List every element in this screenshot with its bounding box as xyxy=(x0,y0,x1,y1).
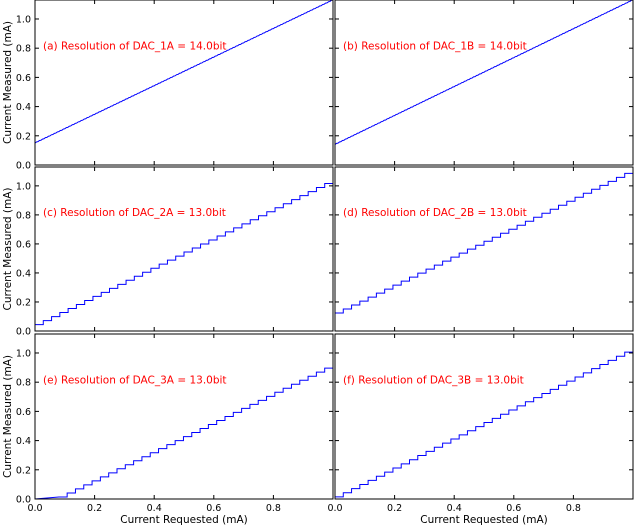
series-line xyxy=(335,172,633,314)
x-tick-label: 0.2 xyxy=(87,503,102,514)
series-line xyxy=(334,0,634,145)
y-tick-label: 0.0 xyxy=(16,327,31,338)
x-axis-label: Current Requested (mA) xyxy=(120,514,248,526)
x-tick-label: 0.4 xyxy=(147,503,162,514)
panel-c: 0.0 0.2 0.4 0.6 0.8 1.0 (c) Resolution of DAC_… xyxy=(2,166,334,338)
axes-frame xyxy=(334,166,634,332)
axes-frame xyxy=(334,0,634,166)
y-tick-label: 1.0 xyxy=(16,348,31,359)
x-axis-label: Current Requested (mA) xyxy=(420,514,548,526)
axes-frame xyxy=(34,0,334,166)
panel-d: (d) Resolution of DAC_2B = 13.0bit xyxy=(334,166,634,332)
series-line xyxy=(34,367,333,500)
axes-frame xyxy=(34,333,334,500)
panel-annotation: (d) Resolution of DAC_2B = 13.0bit xyxy=(343,207,527,219)
y-tick-label: 0.0 xyxy=(16,495,31,506)
panel-annotation: (b) Resolution of DAC_1B = 14.0bit xyxy=(343,41,527,53)
y-tick-label: 1.0 xyxy=(16,14,31,25)
series-line xyxy=(35,183,333,326)
x-tick-label: 0.0 xyxy=(27,503,42,514)
y-axis-label: Current Measured (mA) xyxy=(2,187,14,310)
y-tick-label: 0.6 xyxy=(16,407,31,418)
x-tick-label: 0.6 xyxy=(206,503,221,514)
x-tick-label: 0.8 xyxy=(266,503,281,514)
x-tick-label: 0.6 xyxy=(506,503,521,514)
panel-e: 0.0 0.2 0.4 0.6 0.8 1.0 0.0 0.2 0.4 0.6 0.8 (e) Res… xyxy=(2,333,334,526)
y-tick-label: 0.4 xyxy=(16,436,31,447)
x-tick-label: 0.4 xyxy=(447,503,462,514)
y-axis-label: Current Measured (mA) xyxy=(2,355,14,478)
y-tick-label: 0.8 xyxy=(16,210,31,221)
y-tick-label: 0.8 xyxy=(16,44,31,55)
y-tick-label: 0.4 xyxy=(16,268,31,279)
x-tick-label: 0.0 xyxy=(327,503,342,514)
x-tick-label: 0.2 xyxy=(387,503,402,514)
y-axis-label: Current Measured (mA) xyxy=(2,21,14,144)
panel-annotation: (a) Resolution of DAC_1A = 14.0bit xyxy=(43,41,227,53)
series-line xyxy=(34,0,334,144)
y-tick-label: 0.8 xyxy=(16,378,31,389)
axes-frame xyxy=(34,166,334,332)
y-tick-label: 0.2 xyxy=(16,131,31,142)
panel-annotation: (f) Resolution of DAC_3B = 13.0bit xyxy=(343,375,524,387)
panel-annotation: (c) Resolution of DAC_2A = 13.0bit xyxy=(43,207,226,219)
x-tick-label: 0.8 xyxy=(566,503,581,514)
panel-annotation: (e) Resolution of DAC_3A = 13.0bit xyxy=(43,375,227,387)
y-tick-label: 1.0 xyxy=(16,181,31,192)
panel-f: 0.0 0.2 0.4 0.6 0.8 (f) Resolution of DAC_3B … xyxy=(327,333,634,526)
y-tick-label: 0.2 xyxy=(16,297,31,308)
axes-frame xyxy=(334,333,634,500)
y-tick-label: 0.4 xyxy=(16,102,31,113)
y-tick-label: 0.2 xyxy=(16,465,31,476)
panel-b: (b) Resolution of DAC_1B = 14.0bit xyxy=(334,0,634,166)
y-tick-label: 0.6 xyxy=(16,239,31,250)
panel-a: 0.0 0.2 0.4 0.6 0.8 1.0 (a) Resolution of DAC_… xyxy=(2,0,334,172)
y-tick-label: 0.0 xyxy=(16,161,31,172)
y-tick-label: 0.6 xyxy=(16,73,31,84)
series-line xyxy=(335,351,633,498)
